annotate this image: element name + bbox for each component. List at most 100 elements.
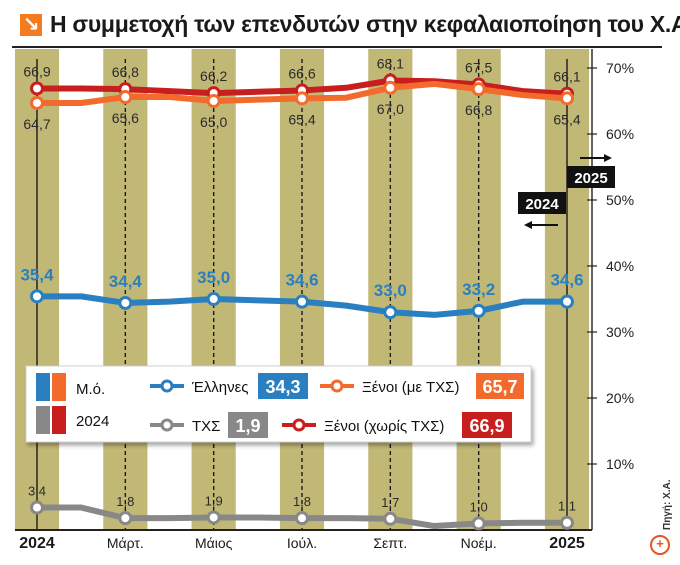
legend-dot-hellenes xyxy=(160,379,174,393)
data-label: 1,0 xyxy=(470,499,488,514)
series-point xyxy=(206,94,221,108)
data-label: 34,6 xyxy=(550,271,583,290)
data-label: 35,4 xyxy=(20,265,54,284)
x-tick-label: Μάρτ. xyxy=(107,535,144,551)
data-label: 1,8 xyxy=(116,494,134,509)
series-point xyxy=(118,511,133,526)
data-label: 66,8 xyxy=(112,64,139,80)
series-point xyxy=(560,515,574,530)
x-tick-label: Ιούλ. xyxy=(287,535,317,551)
data-label: 65,4 xyxy=(553,111,580,127)
legend-value-xenoi-tks: 65,7 xyxy=(482,377,517,397)
marker-2025-label: 2025 xyxy=(574,170,607,187)
title-divider xyxy=(12,46,662,48)
series-point xyxy=(206,510,221,525)
data-label: 66,8 xyxy=(465,102,492,118)
data-label: 33,2 xyxy=(462,280,495,299)
x-axis: 2024 Μάρτ. Μάιος Ιούλ. Σεπτ. Νοέμ. 2025 xyxy=(15,529,592,552)
value-labels: 66,9 66,8 66,2 66,6 68,1 67,5 66,1 64,7 65,6 65,0… xyxy=(20,56,583,515)
series-point xyxy=(206,292,221,306)
y-tick-label: 40% xyxy=(606,258,634,274)
x-tick-label: 2024 xyxy=(19,535,55,552)
arrow-down-right-icon: ↘ xyxy=(20,12,42,36)
arrow-left-icon xyxy=(524,221,532,229)
marker-2024-box xyxy=(518,192,566,214)
legend-badge-tks xyxy=(228,412,268,438)
legend-dot-xenoi-tks xyxy=(330,379,344,393)
series-point xyxy=(295,511,309,526)
series-point xyxy=(471,516,486,531)
y-axis: 10% 20% 30% 40% 50% 60% 70% xyxy=(587,49,634,530)
y-tick-label: 20% xyxy=(606,390,634,406)
legend-dot-xenoi-no-tks xyxy=(292,418,306,432)
series-point xyxy=(383,80,398,95)
swatch-xenoi-no-tks xyxy=(52,406,66,434)
data-label: 1,1 xyxy=(558,499,576,514)
source-text: Πηγή: Χ.Α. xyxy=(662,479,673,530)
data-label: 65,4 xyxy=(288,111,315,127)
data-label: 67,0 xyxy=(377,101,404,117)
data-label: 1,7 xyxy=(381,495,399,510)
marker-2025-box xyxy=(567,166,615,188)
y-tick-label: 50% xyxy=(606,192,634,208)
series-layer xyxy=(30,73,574,531)
data-label: 66,1 xyxy=(553,69,580,85)
legend-value-hellenes: 34,3 xyxy=(265,377,300,397)
data-label: 65,0 xyxy=(200,114,227,130)
series-point xyxy=(383,511,398,526)
series-point xyxy=(295,91,309,106)
y-tick-label: 30% xyxy=(606,324,634,340)
data-label: 67,5 xyxy=(465,60,492,76)
legend-name-tks: ΤΧΣ xyxy=(192,418,220,435)
series-point xyxy=(471,303,486,318)
source-note: Πηγή: Χ.Α. xyxy=(640,479,680,530)
data-label: 33,0 xyxy=(374,281,407,300)
data-label: 68,1 xyxy=(377,56,404,72)
x-tick-label: 2025 xyxy=(549,535,585,552)
series-point xyxy=(30,289,44,304)
series-1 xyxy=(30,80,574,110)
series-point xyxy=(471,82,486,97)
data-label: 3,4 xyxy=(28,484,46,499)
year-markers: 2025 2024 xyxy=(518,154,615,229)
data-label: 65,6 xyxy=(112,110,139,126)
series-point xyxy=(118,295,133,310)
legend-value-xenoi-no-tks: 66,9 xyxy=(469,416,504,436)
data-label: 66,6 xyxy=(288,65,315,81)
data-label: 34,6 xyxy=(285,271,318,290)
y-tick-label: 10% xyxy=(606,456,634,472)
arrow-right-icon xyxy=(604,154,612,162)
data-label: 1,8 xyxy=(293,494,311,509)
legend-dot-tks xyxy=(160,418,174,432)
legend-year-label: 2024 xyxy=(76,413,109,430)
series-point xyxy=(118,90,133,105)
legend: Μ.ό. 2024 Έλληνες 34,3 Ξένοι (με ΤΧΣ) 65… xyxy=(25,365,532,443)
series-point xyxy=(295,294,309,309)
data-label: 64,7 xyxy=(23,116,50,132)
series-point xyxy=(560,91,574,106)
series-2 xyxy=(30,289,574,320)
data-label: 35,0 xyxy=(197,268,230,287)
publisher-logo-icon: + xyxy=(650,535,670,555)
x-tick-label: Σεπτ. xyxy=(373,535,407,551)
data-label: 34,4 xyxy=(109,272,143,291)
legend-value-tks: 1,9 xyxy=(235,416,260,436)
series-point xyxy=(383,305,398,320)
swatch-xenoi-tks xyxy=(52,373,66,401)
marker-2024-label: 2024 xyxy=(525,196,559,213)
series-3 xyxy=(30,500,574,531)
legend-badge-xenoi-no-tks xyxy=(462,412,512,438)
series-point xyxy=(30,81,44,96)
x-tick-label: Μάιος xyxy=(195,535,233,551)
data-label: 66,9 xyxy=(23,63,50,79)
legend-name-xenoi-no-tks: Ξένοι (χωρίς ΤΧΣ) xyxy=(324,418,444,435)
legend-name-hellenes: Έλληνες xyxy=(191,379,249,396)
legend-badge-hellenes xyxy=(258,373,308,399)
title-bar: ↘ Η συμμετοχή των επενδυτών στην κεφαλαι… xyxy=(12,8,680,48)
series-point xyxy=(30,95,44,110)
legend-mo-label: Μ.ό. xyxy=(76,381,105,398)
page-title: Η συμμετοχή των επενδυτών στην κεφαλαιοπ… xyxy=(50,11,680,37)
data-label: 66,2 xyxy=(200,68,227,84)
